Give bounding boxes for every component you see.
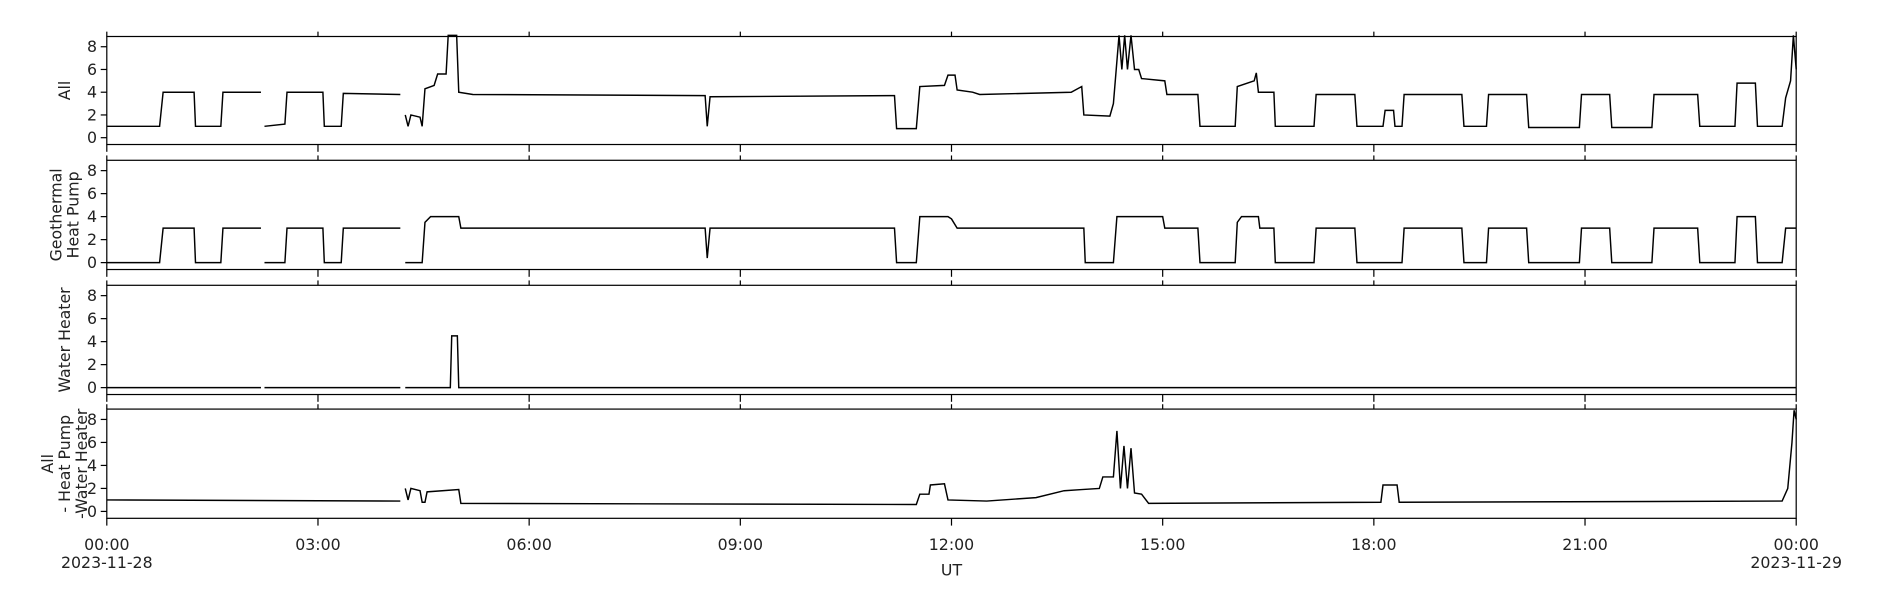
y-tick-label: 6: [87, 309, 97, 328]
data-line: [106, 410, 1797, 506]
y-tick-label: 4: [87, 332, 97, 351]
x-tick-label: 00:00: [1773, 535, 1818, 554]
y-axis-label: Water Heater: [55, 287, 74, 393]
x-tick-label: 03:00: [295, 535, 340, 554]
y-tick-label: 0: [87, 378, 97, 397]
y-tick-label: 8: [87, 161, 97, 180]
y-tick-label: 4: [87, 207, 97, 226]
x-tick-label: 12:00: [929, 535, 974, 554]
y-axis-label: All: [38, 454, 57, 474]
y-tick-label: 2: [87, 479, 97, 498]
y-axis-label: All: [55, 81, 74, 101]
y-tick-label: 6: [87, 60, 97, 79]
y-axis-label: Heat Pump: [64, 171, 83, 258]
data-line: [106, 335, 1797, 389]
y-tick-label: 2: [87, 105, 97, 124]
y-tick-label: 6: [87, 433, 97, 452]
y-tick-label: 0: [87, 502, 97, 521]
x-tick-label: 09:00: [718, 535, 763, 554]
y-tick-label: 4: [87, 83, 97, 102]
y-tick-label: 8: [87, 37, 97, 56]
x-date-label: 2023-11-29: [1750, 553, 1842, 572]
x-tick-label: 06:00: [506, 535, 551, 554]
y-tick-label: 4: [87, 456, 97, 475]
data-line: [106, 215, 1797, 264]
y-tick-label: 8: [87, 410, 97, 429]
panel-frame: [106, 35, 1797, 146]
x-axis-label: UT: [941, 560, 963, 579]
y-tick-label: 0: [87, 253, 97, 272]
y-axis-label: - Heat Pump: [55, 415, 74, 513]
x-tick-label: 21:00: [1562, 535, 1607, 554]
x-tick-label: 00:00: [84, 535, 129, 554]
y-tick-label: 6: [87, 184, 97, 203]
panel-frame: [106, 284, 1797, 396]
y-tick-label: 0: [87, 128, 97, 147]
data-line: [106, 34, 1797, 130]
y-tick-label: 8: [87, 286, 97, 305]
x-date-label: 2023-11-28: [61, 553, 153, 572]
y-tick-label: 2: [87, 355, 97, 374]
y-axis-label: Geothermal: [47, 168, 66, 261]
y-tick-label: 2: [87, 230, 97, 249]
x-tick-label: 18:00: [1351, 535, 1396, 554]
x-tick-label: 15:00: [1140, 535, 1185, 554]
panel-frame: [106, 159, 1797, 271]
y-axis-label: -Water Heater: [72, 408, 91, 519]
